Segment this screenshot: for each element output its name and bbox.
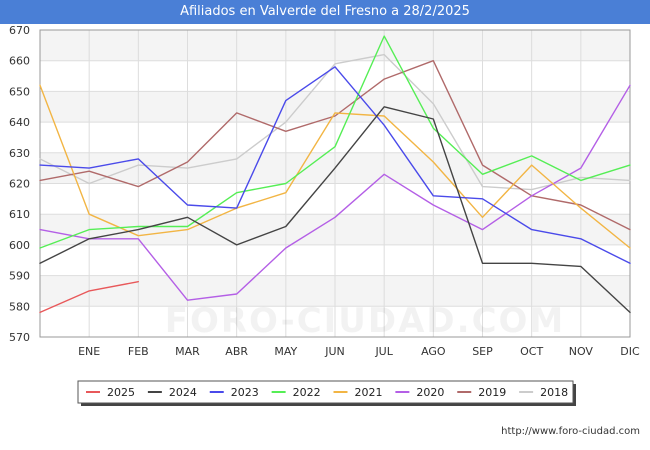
y-tick-label: 630 (9, 147, 30, 160)
x-tick-label: SEP (472, 345, 493, 358)
series-line-2021 (39, 84, 631, 249)
y-tick-label: 610 (9, 208, 30, 221)
series-line-2022 (39, 35, 631, 249)
x-tick-label: OCT (520, 345, 543, 358)
x-tick-label: ABR (225, 345, 248, 358)
legend-label: 2020 (416, 386, 444, 399)
x-tick-label: MAY (274, 345, 297, 358)
y-tick-label: 570 (9, 331, 30, 344)
y-tick-label: 640 (9, 116, 30, 129)
legend-label: 2022 (293, 386, 321, 399)
series-line-2020 (39, 84, 631, 301)
y-tick-label: 600 (9, 239, 30, 252)
series-line-2024 (39, 106, 631, 314)
legend-label: 2019 (478, 386, 506, 399)
legend-label: 2023 (231, 386, 259, 399)
legend-label: 2024 (169, 386, 197, 399)
x-tick-label: FEB (128, 345, 149, 358)
x-tick-label: JUL (374, 345, 393, 358)
legend-label: 2021 (355, 386, 383, 399)
y-tick-label: 620 (9, 178, 30, 191)
legend-box (77, 380, 574, 404)
legend-label: 2025 (107, 386, 135, 399)
x-tick-label: JUN (324, 345, 345, 358)
y-tick-label: 650 (9, 85, 30, 98)
y-tick-label: 580 (9, 300, 30, 313)
x-tick-label: NOV (569, 345, 594, 358)
series-line-2023 (39, 66, 631, 264)
y-tick-label: 670 (9, 24, 30, 37)
series-line-2025 (39, 281, 140, 314)
x-tick-label: MAR (175, 345, 200, 358)
legend-label: 2018 (540, 386, 568, 399)
x-tick-label: AGO (421, 345, 446, 358)
plot-frame (39, 29, 631, 338)
x-tick-label: ENE (78, 345, 100, 358)
series-line-2018 (39, 53, 631, 191)
y-tick-label: 590 (9, 270, 30, 283)
watermark: FORO-CIUDAD.COM (165, 301, 566, 341)
chart-title: Afiliados en Valverde del Fresno a 28/2/… (0, 0, 650, 24)
x-tick-label: DIC (620, 345, 640, 358)
source-link[interactable]: http://www.foro-ciudad.com (501, 426, 640, 437)
y-tick-label: 660 (9, 55, 30, 68)
